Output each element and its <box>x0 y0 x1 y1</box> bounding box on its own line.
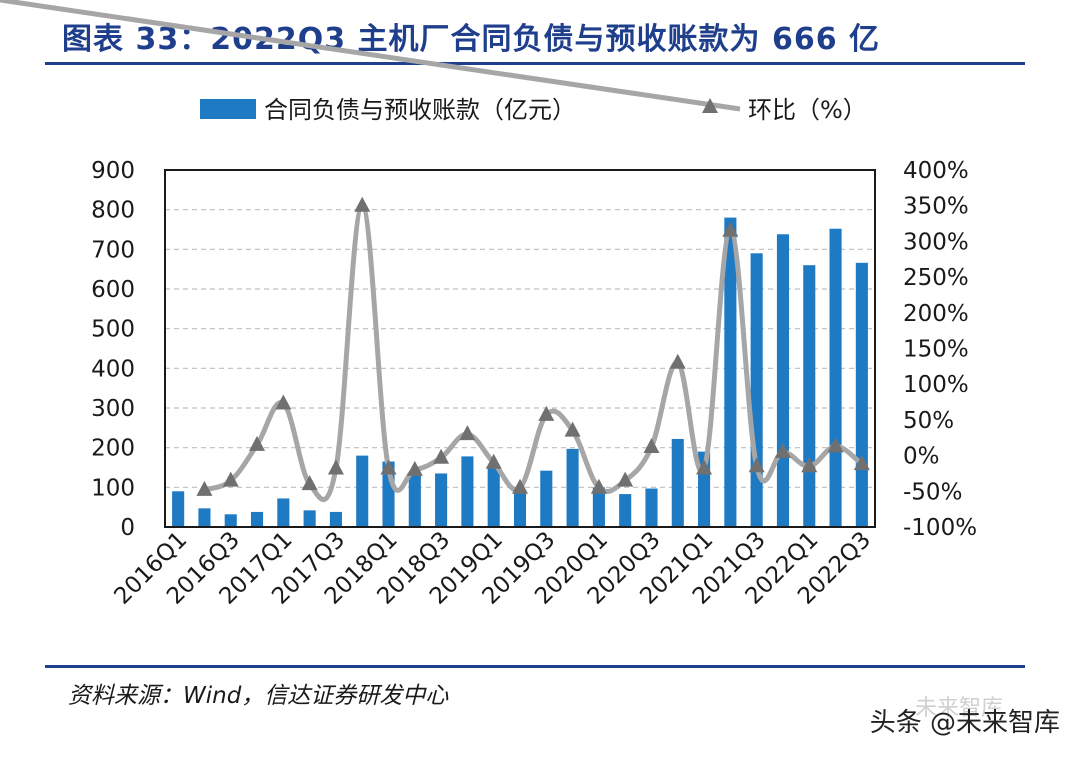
bar-2019Q4 <box>566 448 579 527</box>
y2-tick-label: 400% <box>903 158 969 184</box>
line-point-2020Q1 <box>590 478 607 494</box>
line-point-2022Q1 <box>801 457 818 473</box>
line-point-2017Q1 <box>275 394 292 410</box>
bar-2021Q4 <box>776 234 790 527</box>
bar-2018Q3 <box>435 473 448 527</box>
y-tick-label: 900 <box>91 158 135 184</box>
bar-2021Q2 <box>724 217 737 527</box>
y2-tick-label: -100% <box>903 515 977 541</box>
line-point-2021Q3 <box>748 457 765 473</box>
y2-tick-label: 50% <box>903 408 954 434</box>
y2-tick-label: 100% <box>903 372 969 398</box>
line-point-2022Q2 <box>827 437 844 453</box>
bar-2022Q2 <box>829 228 842 527</box>
bar-2019Q1 <box>487 467 500 527</box>
footer-rule <box>45 665 1025 668</box>
bar-2019Q3 <box>540 470 553 527</box>
legend-bar-swatch <box>200 99 256 119</box>
y2-tick-label: 350% <box>903 194 969 220</box>
line-point-2022Q3 <box>853 455 870 471</box>
bar-2017Q4 <box>356 455 369 527</box>
chart: 900 800 700 600 500 400 300 200 100 0 400% 350% 300… <box>0 0 977 610</box>
line-point-2018Q3 <box>433 448 450 464</box>
line-point-2019Q3 <box>538 405 555 421</box>
y-tick-label: 0 <box>120 515 135 541</box>
y2-tick-label: 250% <box>903 265 969 291</box>
line-point-2016Q3 <box>222 471 239 487</box>
bar-2018Q4 <box>461 456 474 527</box>
y-tick-label: 300 <box>91 396 135 422</box>
plot-frame <box>164 169 876 528</box>
y-tick-label: 100 <box>91 475 135 501</box>
watermark: 头条 @未来智库 <box>869 708 1060 738</box>
y-tick-label: 600 <box>91 277 135 303</box>
y-axis-right: 400% 350% 300% 250% 200% 150% 100% 50% 0% -50% -10… <box>903 158 977 541</box>
growth-line <box>203 203 864 502</box>
line-point-2018Q2 <box>406 460 423 476</box>
bar-2018Q2 <box>408 471 421 527</box>
y-tick-label: 200 <box>91 436 135 462</box>
bar-2022Q1 <box>803 265 816 527</box>
bar-2016Q3 <box>224 514 237 527</box>
legend-line-swatch <box>0 0 741 112</box>
line-point-2020Q3 <box>643 438 660 454</box>
line-point-2021Q2 <box>722 221 739 237</box>
bar-2021Q3 <box>750 253 763 528</box>
legend-triangle-icon <box>702 98 718 113</box>
line-point-2021Q1 <box>696 459 713 475</box>
y2-tick-label: 200% <box>903 301 969 327</box>
bar-2020Q2 <box>619 494 632 527</box>
line-point-2017Q3 <box>327 459 344 475</box>
line-point-2018Q1 <box>380 459 397 475</box>
bar-2020Q3 <box>645 488 658 527</box>
bar-2017Q3 <box>329 511 342 527</box>
line-point-2017Q4 <box>354 196 371 212</box>
line-point-2019Q1 <box>485 453 502 469</box>
y-axis-left: 900 800 700 600 500 400 300 200 100 0 <box>91 158 135 541</box>
line-point-2016Q2 <box>196 480 213 496</box>
bar-2020Q4 <box>671 438 684 527</box>
bar-2022Q3 <box>855 262 868 527</box>
y-tick-label: 700 <box>91 237 135 263</box>
line-point-2017Q2 <box>301 475 318 491</box>
bar-2017Q2 <box>303 510 316 527</box>
line-point-2020Q4 <box>669 353 686 369</box>
y-tick-label: 400 <box>91 356 135 382</box>
line-point-2019Q2 <box>512 478 528 494</box>
y-tick-label: 500 <box>91 317 135 343</box>
line-point-2018Q4 <box>459 425 476 441</box>
y-tick-label: 800 <box>91 198 135 224</box>
y2-tick-label: 300% <box>903 229 969 255</box>
bar-2016Q2 <box>198 508 211 527</box>
legend: 合同负债与预收账款（亿元） 环比（%） <box>0 0 867 124</box>
line-series <box>196 196 870 502</box>
y2-tick-label: 150% <box>903 337 969 363</box>
bar-2020Q1 <box>592 487 605 527</box>
legend-bar-label: 合同负债与预收账款（亿元） <box>264 96 576 124</box>
title-underline <box>45 62 1025 65</box>
source-note: 资料来源：Wind，信达证券研发中心 <box>68 683 449 709</box>
y2-tick-label: 0% <box>903 444 940 470</box>
line-point-2021Q4 <box>774 443 791 459</box>
bar-2019Q2 <box>513 489 527 527</box>
legend-line-label: 环比（%） <box>748 96 867 124</box>
bar-2016Q1 <box>172 491 185 527</box>
grid-lines <box>165 209 875 488</box>
x-axis: 2016Q12016Q32017Q12017Q32018Q12018Q32019… <box>109 527 876 610</box>
bar-2016Q4 <box>250 511 264 527</box>
line-point-2019Q4 <box>564 421 581 437</box>
line-point-2016Q4 <box>249 435 266 451</box>
bar-2017Q1 <box>277 498 290 527</box>
line-point-2020Q2 <box>617 471 634 487</box>
y2-tick-label: -50% <box>903 479 962 505</box>
watermark-faded: 未来智库 <box>915 696 1004 721</box>
